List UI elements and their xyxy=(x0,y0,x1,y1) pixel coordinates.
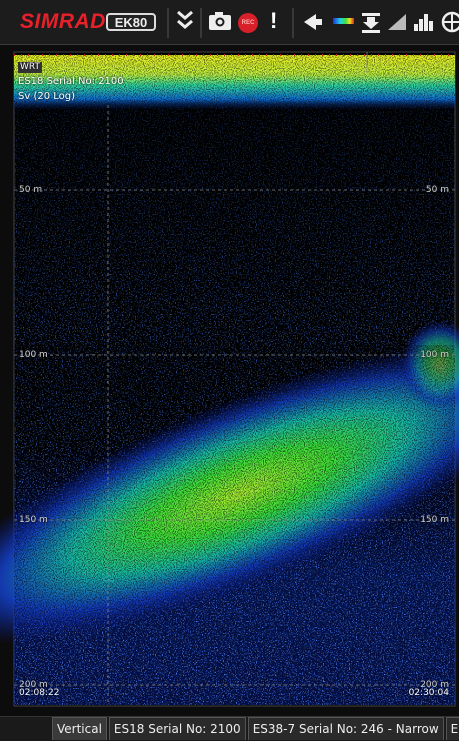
channel-label: ES18 Serial No: 2100 xyxy=(18,76,124,87)
echogram xyxy=(0,45,459,716)
depth-label-left: 50 m xyxy=(19,185,42,195)
depth-label-right: 100 m xyxy=(420,350,449,360)
settings-button[interactable] xyxy=(443,13,459,31)
start-time: 02:08:22 xyxy=(19,688,59,698)
bottom-button[interactable] xyxy=(362,13,380,33)
depth-label-right: 150 m xyxy=(420,515,449,525)
toolbar: SIMRAD EK80 REC ! xyxy=(0,0,459,45)
channel-tab[interactable]: ES18 Serial No: 2100 xyxy=(109,717,246,740)
channel-tab[interactable]: ES38-7 Serial No: 246 - Narrow xyxy=(248,717,444,740)
depth-label-left: 100 m xyxy=(19,350,48,360)
toolbar-icons xyxy=(0,0,459,44)
app-window: SIMRAD EK80 REC ! xyxy=(0,0,459,740)
alarm-button[interactable]: ! xyxy=(270,8,277,34)
collapse-button[interactable] xyxy=(178,12,192,27)
layer-label: WRT xyxy=(18,62,42,73)
color-scale-button[interactable] xyxy=(333,18,354,24)
layer-button[interactable] xyxy=(388,14,406,30)
histogram-button[interactable] xyxy=(414,14,433,31)
depth-label-right: 50 m xyxy=(426,185,449,195)
depth-label-left: 150 m xyxy=(19,515,48,525)
snapshot-button[interactable] xyxy=(209,12,231,30)
end-time: 02:30:04 xyxy=(409,688,449,698)
channel-tab[interactable]: E xyxy=(446,717,459,740)
record-button[interactable]: REC xyxy=(238,13,258,33)
variable-label: Sv (20 Log) xyxy=(18,91,75,102)
channel-tab[interactable]: Vertical xyxy=(52,717,107,740)
back-button[interactable] xyxy=(304,14,322,30)
